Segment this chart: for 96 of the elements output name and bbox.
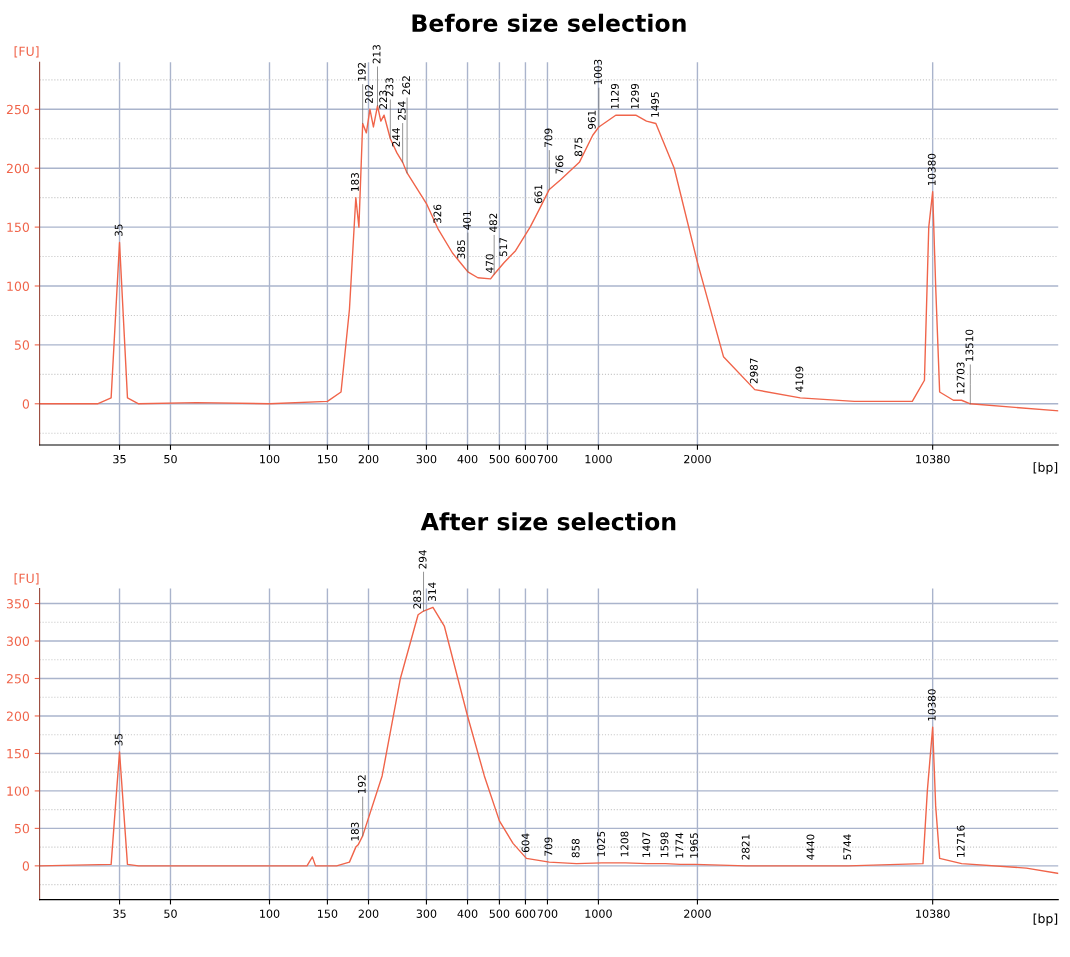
annotation: 10380 [927,689,936,721]
annotation: 183 [350,173,359,191]
annotation: 766 [555,155,564,174]
annotation: 13510 [965,329,974,361]
annotation: 223 [379,90,388,109]
x-tick-label: 35 [113,454,126,464]
y-tick-label: 250 [6,673,30,684]
annotation: 1025 [597,831,605,857]
y-tick-label: 200 [6,711,30,721]
x-tick-label: 150 [318,454,338,464]
annotation: 470 [485,254,494,273]
annotation: 12703 [956,362,965,394]
chart-title: Before size selection [412,13,686,32]
annotation: 192 [357,775,366,794]
x-tick-label: 200 [358,454,379,464]
annotation: 35 [114,224,123,237]
x-tick-label: 2000 [684,909,711,918]
annotation: 4440 [806,834,815,860]
annotation: 1407 [642,832,651,857]
annotation: 517 [499,237,508,257]
chart-title: After size selection [420,512,676,531]
x-tick-label: 1000 [585,909,612,918]
y-tick-label: 50 [14,823,30,834]
annotation: 4109 [795,366,804,392]
annotation: 314 [428,582,436,601]
annotation: 709 [544,837,553,856]
annotation: 401 [463,211,471,230]
y-tick-label: 0 [22,861,30,871]
y-tick-label: 0 [22,399,30,409]
annotation: 294 [418,550,427,569]
annotation: 709 [544,128,553,147]
annotation: 12716 [956,825,965,857]
x-tick-label: 700 [537,454,558,464]
y-tick-label: 200 [6,163,30,174]
y-tick-label: 100 [7,786,30,796]
x-tick-label: 10380 [916,454,950,464]
annotation: 1495 [651,92,659,117]
x-tick-label: 35 [113,909,126,918]
annotation: 202 [365,84,373,103]
x-tick-label: 200 [358,909,379,918]
annotation: 192 [357,62,366,81]
y-tick-label: 300 [6,636,30,646]
x-tick-label: 50 [164,909,177,918]
x-tick-label: 500 [489,454,510,464]
x-tick-label: 700 [537,909,558,918]
annotation: 244 [392,128,400,147]
annotation: 661 [534,184,543,204]
x-axis-title: [bp] [1033,913,1058,926]
annotation: 283 [413,590,422,609]
y-tick-label: 250 [6,104,30,115]
x-tick-label: 400 [457,454,478,464]
annotation: 2987 [749,358,758,384]
x-tick-label: 100 [260,909,280,918]
annotation: 262 [402,76,411,95]
y-tick-label: 50 [14,340,30,350]
annotation: 35 [114,734,123,746]
y-axis-title: [FU] [14,46,39,58]
x-axis-title: [bp] [1033,462,1058,475]
annotation: 1299 [630,83,639,109]
annotation: 961 [587,110,596,130]
x-tick-label: 400 [457,909,478,918]
y-tick-label: 350 [6,599,30,609]
y-tick-label: 150 [7,222,30,233]
x-tick-label: 600 [515,454,536,464]
annotation: 858 [571,838,580,858]
annotation: 1774 [675,832,684,858]
x-tick-label: 50 [164,454,177,464]
annotation: 10380 [927,153,936,186]
x-tick-label: 150 [318,909,338,918]
x-tick-label: 1000 [585,454,612,464]
annotation: 1598 [660,832,669,857]
x-tick-label: 500 [489,909,510,918]
x-tick-label: 300 [416,454,437,464]
x-tick-label: 10380 [916,909,950,918]
annotation: 5744 [843,834,852,860]
x-tick-label: 2000 [684,454,711,464]
annotation: 875 [574,137,583,157]
annotation: 1208 [620,831,629,857]
annotation: 604 [521,833,530,853]
y-tick-label: 100 [7,281,30,291]
annotation: 213 [372,45,381,64]
x-tick-label: 300 [416,909,437,918]
x-tick-label: 100 [260,454,280,464]
annotation: 1965 [690,833,698,858]
annotation: 254 [397,101,406,120]
annotation: 326 [433,204,442,224]
y-tick-label: 150 [7,748,30,759]
y-axis-title: [FU] [14,573,39,585]
annotation: 482 [489,213,498,233]
annotation: 385 [457,240,466,259]
annotation: 233 [385,78,394,97]
annotation: 1003 [593,59,602,85]
annotation: 1129 [610,83,619,109]
annotation: 183 [350,822,359,841]
x-tick-label: 600 [515,909,536,918]
annotation: 2821 [741,834,750,860]
